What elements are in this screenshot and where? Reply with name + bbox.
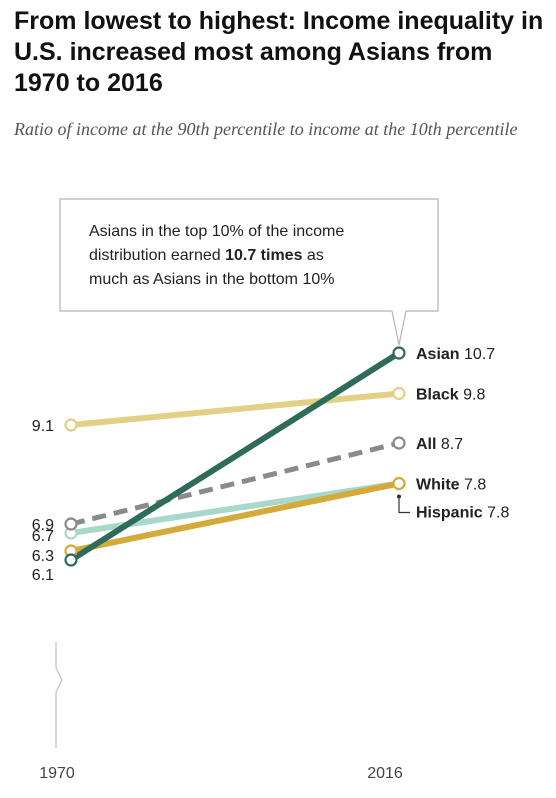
- end-value-all: 8.7: [436, 436, 463, 453]
- x-tick-1970: 1970: [39, 765, 75, 782]
- series-line-black: [70, 390, 400, 428]
- end-label-asian: Asian 10.7: [416, 346, 495, 363]
- series-line-all: [70, 440, 400, 527]
- end-value-white: 7.8: [460, 477, 487, 494]
- end-label-all: All 8.7: [416, 436, 463, 453]
- hispanic-leader-line: [398, 498, 410, 514]
- callout-line-2-post: as: [302, 247, 323, 264]
- callout-box: Asians in the top 10% of the income dist…: [59, 198, 439, 346]
- series-name-asian: Asian: [416, 346, 460, 363]
- series-name-hispanic: Hispanic: [416, 505, 483, 522]
- marker-all-start: [64, 517, 78, 531]
- callout-line-2-pre: distribution earned: [89, 247, 225, 264]
- series-lines: [69, 350, 401, 563]
- x-tick-2016: 2016: [367, 765, 403, 782]
- end-label-white: White 7.8: [416, 477, 486, 494]
- chart-title: From lowest to highest: Income inequalit…: [14, 7, 544, 97]
- end-value-black: 9.8: [459, 387, 486, 404]
- marker-all-end: [392, 436, 406, 450]
- start-label-white: 6.3: [32, 548, 54, 565]
- axis-break-mark: [55, 642, 63, 748]
- end-value-hispanic: 7.8: [483, 505, 510, 522]
- end-value-asian: 10.7: [460, 346, 496, 363]
- end-label-hispanic: Hispanic 7.8: [416, 505, 509, 522]
- marker-asian-end: [392, 346, 406, 360]
- callout-line-1: Asians in the top 10% of the income: [89, 223, 344, 240]
- callout-line-2: distribution earned 10.7 times as: [89, 247, 324, 264]
- series-line-white: [70, 480, 400, 554]
- end-label-black: Black 9.8: [416, 387, 485, 404]
- x-axis-ticks: 1970 2016: [39, 765, 403, 782]
- callout-line-3: much as Asians in the bottom 10%: [89, 271, 334, 288]
- start-value-labels: 9.1 6.7 6.3 6.9 6.1: [32, 418, 54, 584]
- start-label-asian: 6.1: [32, 567, 54, 584]
- marker-asian-start: [64, 553, 78, 567]
- start-label-hispanic: 6.7: [32, 528, 54, 545]
- marker-black-start: [64, 418, 78, 432]
- series-name-white: White: [416, 477, 460, 494]
- series-name-all: All: [416, 436, 436, 453]
- series-line-asian: [69, 350, 401, 563]
- series-markers: [64, 346, 406, 567]
- hispanic-leader-dot: [397, 494, 401, 499]
- marker-white-end: [392, 476, 406, 491]
- series-name-black: Black: [416, 387, 459, 404]
- start-label-all: 6.9: [32, 517, 54, 534]
- start-label-black: 9.1: [32, 418, 54, 435]
- marker-black-end: [392, 386, 406, 401]
- chart-subtitle: Ratio of income at the 90th percentile t…: [14, 119, 518, 139]
- callout-line-2-bold: 10.7 times: [225, 247, 302, 264]
